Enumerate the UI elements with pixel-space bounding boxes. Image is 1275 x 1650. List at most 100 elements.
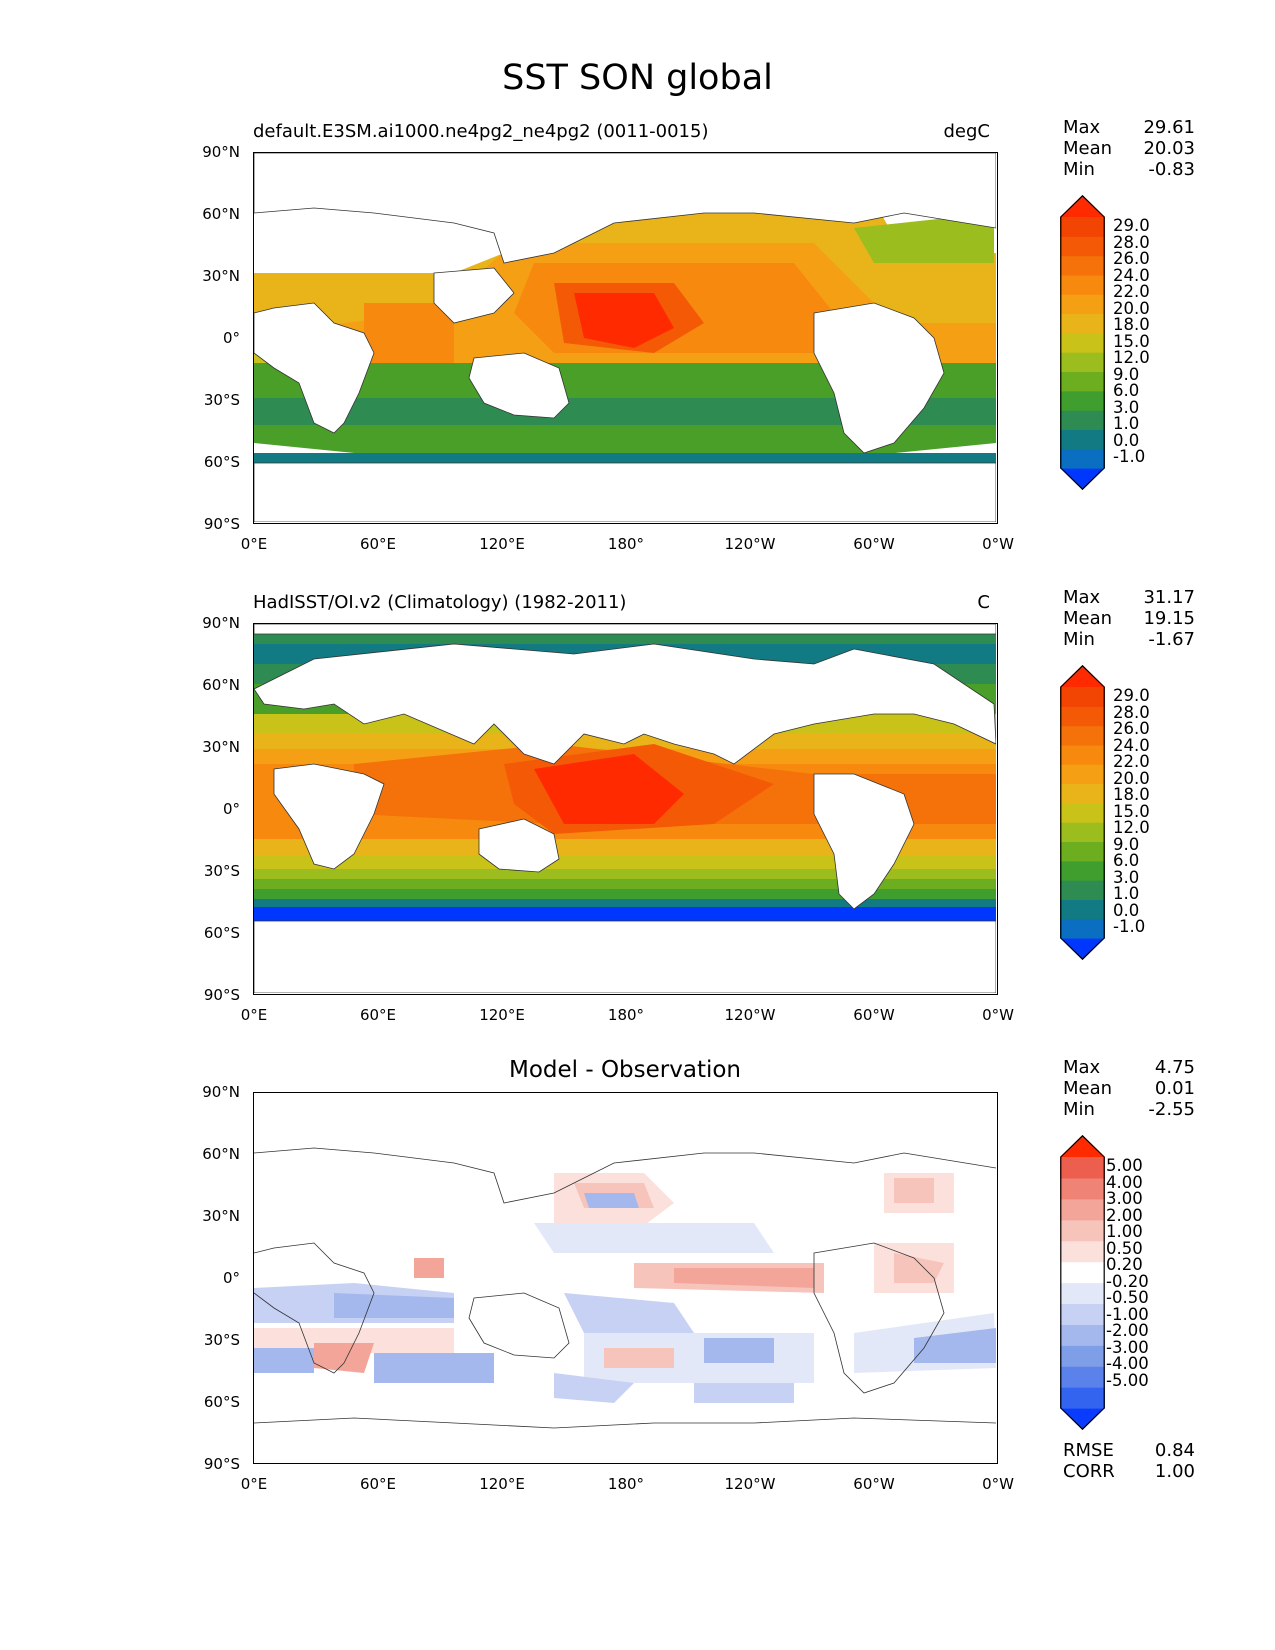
panel-2-lat-label: 60°S bbox=[203, 924, 240, 942]
panel-3-lon-label: 0°E bbox=[240, 1475, 268, 1493]
panel-1-lat-label: 60°N bbox=[202, 205, 240, 223]
panel-1-lat-label: 30°N bbox=[202, 267, 240, 285]
colorbar-tick-label: -4.00 bbox=[1106, 1354, 1149, 1373]
colorbar-segment bbox=[1060, 429, 1105, 450]
colorbar-tick-label: 15.0 bbox=[1113, 801, 1150, 821]
stat-mean: Mean 0.01 bbox=[1063, 1078, 1195, 1099]
panel-2-lon-label: 0°E bbox=[240, 1006, 268, 1024]
panel-2-colorbar bbox=[1060, 664, 1105, 961]
panel-2-lat-label: 30°N bbox=[202, 738, 240, 756]
colorbar-tick-label: 12.0 bbox=[1113, 348, 1150, 367]
colorbar-extend-low bbox=[1060, 468, 1105, 490]
panel-2-lat-label: 90°N bbox=[202, 614, 240, 632]
colorbar-tick-label: 29.0 bbox=[1113, 216, 1150, 235]
colorbar-segment bbox=[1060, 725, 1105, 746]
colorbar-tick-label: 3.00 bbox=[1106, 1189, 1143, 1208]
colorbar-tick-label: 29.0 bbox=[1113, 686, 1150, 705]
colorbar-tick-label: 0.20 bbox=[1106, 1255, 1143, 1274]
colorbar-segment bbox=[1060, 313, 1105, 334]
colorbar-tick-label: 20.0 bbox=[1113, 768, 1150, 788]
panel-3-lon-label: 120°W bbox=[724, 1475, 776, 1493]
panel-2-lat-label: 90°S bbox=[203, 986, 240, 1004]
panel-1-lon-label: 0°E bbox=[240, 535, 268, 553]
colorbar-segment bbox=[1060, 236, 1105, 257]
colorbar-segment bbox=[1060, 352, 1105, 373]
colorbar-tick-label: 28.0 bbox=[1113, 702, 1150, 722]
panel-2-lon-label: 180° bbox=[607, 1006, 645, 1024]
figure-title: SST SON global bbox=[502, 58, 773, 98]
colorbar-tick-label: 1.0 bbox=[1113, 884, 1140, 903]
colorbar-tick-label: 0.50 bbox=[1106, 1238, 1143, 1258]
panel-1-units: degC bbox=[943, 121, 991, 142]
colorbar-tick-label: -5.00 bbox=[1106, 1370, 1149, 1390]
panel-2-units: C bbox=[977, 592, 990, 613]
panel-2-lon-label: 120°E bbox=[479, 1006, 525, 1024]
panel-3-lat-label: 60°N bbox=[202, 1145, 240, 1163]
colorbar-tick-label: 15.0 bbox=[1113, 331, 1150, 351]
stat-corr: CORR 1.00 bbox=[1063, 1461, 1195, 1482]
panel-1-lon-label: 120°E bbox=[479, 535, 525, 553]
panel-3-coastlines bbox=[254, 1147, 996, 1429]
panel-3-colorbar bbox=[1060, 1134, 1105, 1431]
colorbar-segment bbox=[1060, 899, 1105, 920]
panel-3-lat-label: 90°S bbox=[203, 1455, 240, 1473]
colorbar-segment bbox=[1060, 390, 1105, 411]
colorbar-tick-label: 3.0 bbox=[1113, 867, 1140, 887]
colorbar-svg bbox=[1060, 194, 1105, 491]
colorbar-segment bbox=[1060, 880, 1105, 900]
panel-3-error-stats: RMSE 0.84 CORR 1.00 bbox=[1063, 1440, 1195, 1482]
panel-3-colorbar-labels: 5.00 4.00 3.00 2.00 1.00 0.50 0.20 -0.20 -0.50 -1… bbox=[1106, 1156, 1149, 1390]
panel-3-lat-label: 0° bbox=[222, 1269, 240, 1287]
panel-1-lat-label: 90°S bbox=[203, 515, 240, 533]
panel-2-lat-label: 30°S bbox=[203, 862, 240, 880]
stat-min: Min -1.67 bbox=[1063, 629, 1195, 650]
colorbar-segment bbox=[1060, 1303, 1105, 1325]
colorbar-tick-label: 9.0 bbox=[1113, 364, 1140, 384]
panel-2-lat-label: 60°N bbox=[202, 676, 240, 694]
panel-1-lon-label: 120°W bbox=[724, 535, 776, 553]
colorbar-tick-label: 22.0 bbox=[1113, 282, 1150, 301]
colorbar-tick-label: 5.00 bbox=[1106, 1156, 1143, 1175]
colorbar-tick-label: 2.00 bbox=[1106, 1205, 1143, 1225]
panel-2-lon-label: 60°E bbox=[359, 1006, 397, 1024]
colorbar-segment bbox=[1060, 860, 1105, 881]
panel-3-lat-label: 90°N bbox=[202, 1083, 240, 1101]
panel-1-land-mask bbox=[254, 153, 996, 522]
panel-1-lat-label: 90°N bbox=[202, 143, 240, 161]
panel-1-lon-label: 60°E bbox=[359, 535, 397, 553]
colorbar-tick-label: 9.0 bbox=[1113, 834, 1140, 854]
colorbar-tick-label: 6.0 bbox=[1113, 851, 1140, 870]
stat-mean: Mean 19.15 bbox=[1063, 608, 1195, 629]
colorbar-tick-label: -1.00 bbox=[1106, 1304, 1149, 1324]
colorbar-extend-high bbox=[1060, 665, 1105, 687]
colorbar-segment bbox=[1060, 1324, 1105, 1346]
panel-2-lon-label: 0°W bbox=[982, 1006, 1014, 1024]
colorbar-tick-label: 18.0 bbox=[1113, 785, 1150, 804]
colorbar-segment bbox=[1060, 255, 1105, 276]
colorbar-segment bbox=[1060, 1240, 1105, 1263]
colorbar-tick-label: 3.0 bbox=[1113, 397, 1140, 417]
colorbar-segment bbox=[1060, 1198, 1105, 1221]
colorbar-extend-low bbox=[1060, 1408, 1105, 1430]
stat-max: Max 29.61 bbox=[1063, 117, 1195, 138]
panel-2-title: HadISST/OI.v2 (Climatology) (1982-2011) bbox=[253, 592, 627, 613]
panel-1-map bbox=[253, 152, 998, 524]
panel-1-stats: Max 29.61 Mean 20.03 Min -0.83 bbox=[1063, 117, 1195, 180]
panel-1-lon-label: 0°W bbox=[982, 535, 1014, 553]
panel-1-title: default.E3SM.ai1000.ne4pg2_ne4pg2 (0011-… bbox=[253, 121, 709, 142]
colorbar-tick-label: 22.0 bbox=[1113, 752, 1150, 771]
colorbar-svg bbox=[1060, 664, 1105, 961]
colorbar-segment bbox=[1060, 1157, 1105, 1179]
colorbar-segment bbox=[1060, 1219, 1105, 1242]
colorbar-segment bbox=[1060, 1261, 1105, 1284]
panel-3-lon-label: 120°E bbox=[479, 1475, 525, 1493]
panel-2-colorbar-labels: 29.0 28.0 26.0 24.0 22.0 20.0 18.0 15.0 12.0 9.0 6… bbox=[1113, 686, 1150, 936]
colorbar-tick-label: 24.0 bbox=[1113, 735, 1150, 755]
colorbar-segment bbox=[1060, 822, 1105, 843]
colorbar-tick-label: 20.0 bbox=[1113, 298, 1150, 318]
colorbar-segment bbox=[1060, 744, 1105, 765]
colorbar-tick-label: -1.0 bbox=[1113, 447, 1146, 466]
colorbar-segment bbox=[1060, 764, 1105, 785]
colorbar-tick-label: -2.00 bbox=[1106, 1321, 1149, 1340]
panel-1-lon-label: 180° bbox=[607, 535, 645, 553]
